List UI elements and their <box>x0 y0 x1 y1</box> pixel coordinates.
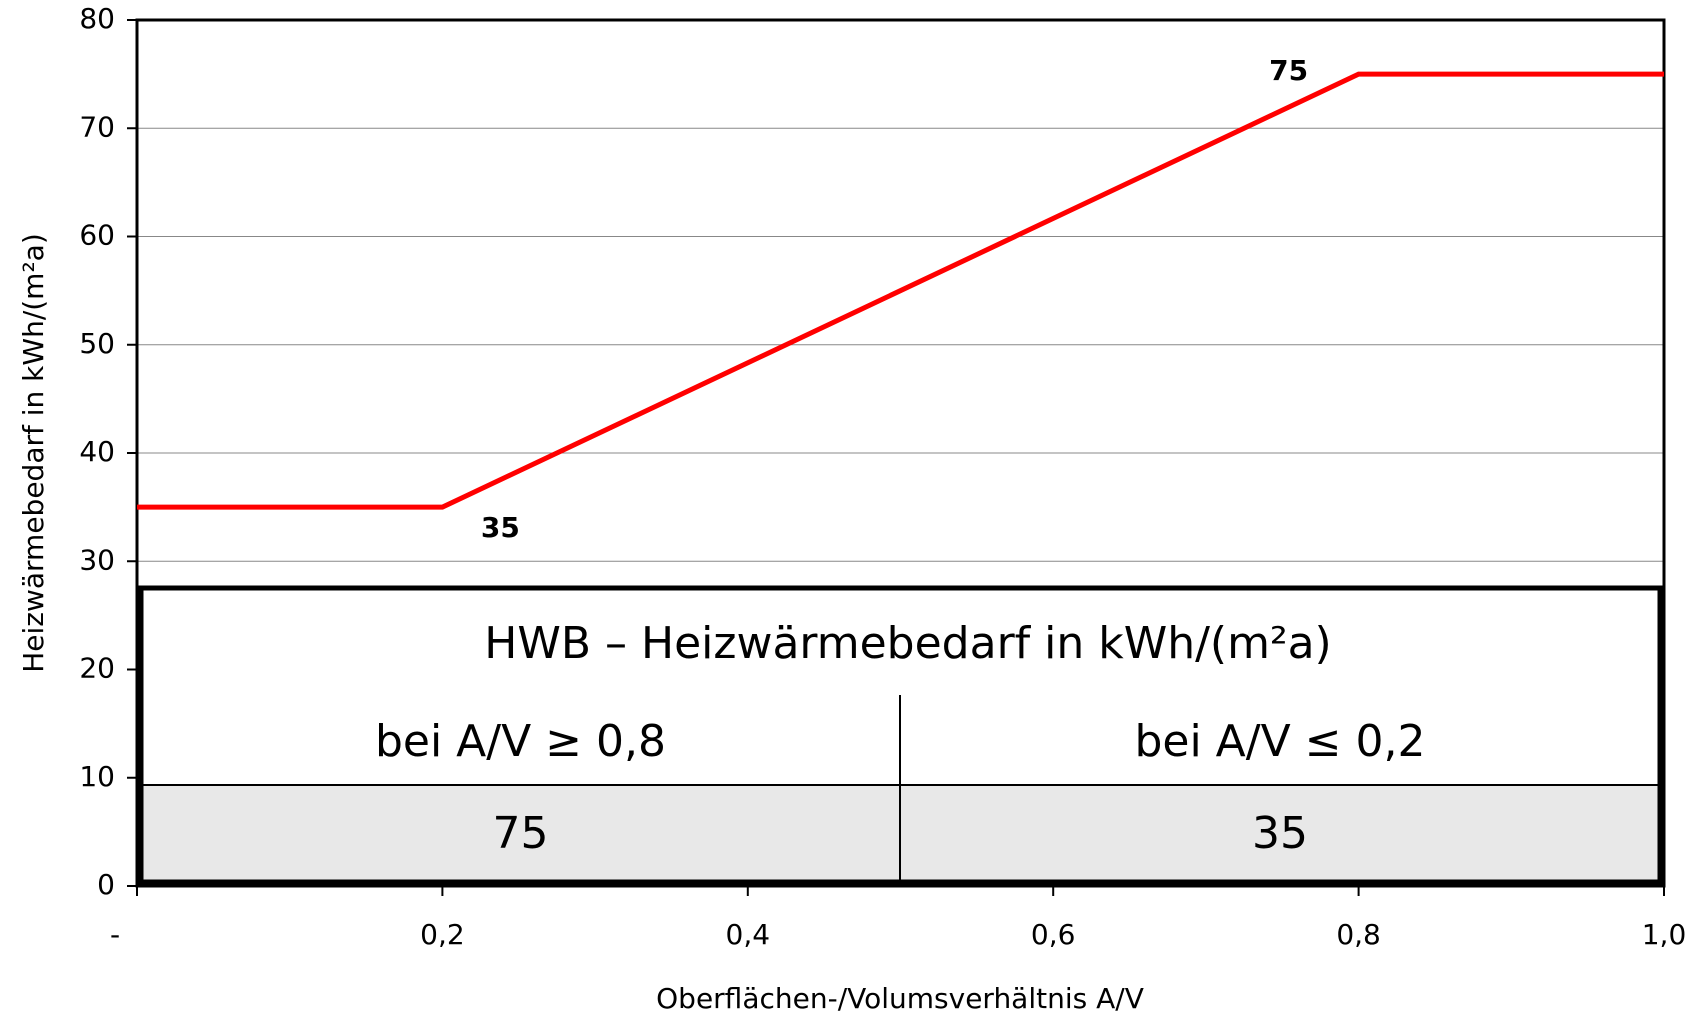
x-axis-label: Oberflächen-/Volumsverhältnis A/V <box>656 982 1144 1014</box>
table-value: 35 <box>1252 808 1308 859</box>
x-tick-label: 0,4 <box>726 918 771 951</box>
y-tick-label: 70 <box>79 110 115 143</box>
y-tick-label: 20 <box>79 652 115 685</box>
table-header: bei A/V ≥ 0,8 <box>375 716 666 767</box>
table-title: HWB – Heizwärmebedarf in kWh/(m²a) <box>484 618 1331 669</box>
x-tick-label: 0,8 <box>1336 918 1381 951</box>
y-tick-label: 10 <box>79 760 115 793</box>
table-border <box>138 585 1663 885</box>
y-tick-label: 60 <box>79 219 115 252</box>
y-tick-label: 40 <box>79 435 115 468</box>
x-tick-label: 0,6 <box>1031 918 1076 951</box>
x-tick-label: - <box>110 918 120 951</box>
y-tick-label: 50 <box>79 327 115 360</box>
plot-frame <box>135 18 1666 888</box>
x-tick-label: 1,0 <box>1642 918 1687 951</box>
x-tick-label: 0,2 <box>420 918 465 951</box>
y-tick-label: 30 <box>79 543 115 576</box>
data-label: 75 <box>1269 54 1308 87</box>
table-value: 75 <box>493 808 549 859</box>
line <box>137 71 1664 510</box>
data-label: 35 <box>481 511 520 544</box>
table-header: bei A/V ≤ 0,2 <box>1134 716 1425 767</box>
y-axis-label: Heizwärmebedarf in kWh/(m²a) <box>17 233 50 673</box>
y-tick-label: 80 <box>79 2 115 35</box>
y-tick-label: 0 <box>97 868 115 901</box>
